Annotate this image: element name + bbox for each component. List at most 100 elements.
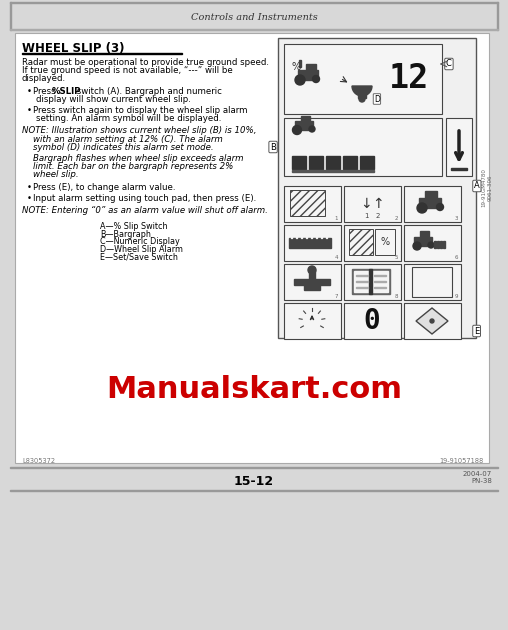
Text: •: • bbox=[27, 183, 32, 192]
Circle shape bbox=[417, 203, 427, 213]
Text: A—% Slip Switch: A—% Slip Switch bbox=[100, 222, 168, 231]
Text: %: % bbox=[292, 62, 301, 72]
Bar bbox=[443, 241, 444, 248]
Circle shape bbox=[293, 125, 302, 134]
Text: •: • bbox=[27, 194, 32, 203]
Bar bbox=[372, 271, 388, 292]
Text: WHEEL SLIP (3): WHEEL SLIP (3) bbox=[22, 42, 124, 55]
Bar bbox=[404, 264, 461, 300]
Bar bbox=[10, 29, 498, 30]
Bar bbox=[284, 44, 442, 114]
Bar bbox=[420, 231, 429, 238]
Text: B—Bargraph: B—Bargraph bbox=[100, 230, 151, 239]
Text: 6: 6 bbox=[455, 255, 458, 260]
Bar bbox=[446, 118, 472, 176]
Bar bbox=[434, 241, 435, 248]
Text: C—Numeric Display: C—Numeric Display bbox=[100, 238, 180, 246]
Bar bbox=[289, 238, 331, 248]
Text: A: A bbox=[474, 181, 480, 190]
Text: Input alarm setting using touch pad, then press (E).: Input alarm setting using touch pad, the… bbox=[33, 194, 256, 203]
Circle shape bbox=[359, 96, 365, 102]
Bar bbox=[290, 190, 325, 216]
Text: Press: Press bbox=[33, 86, 58, 96]
Bar bbox=[316, 235, 317, 238]
Bar bbox=[352, 269, 390, 294]
Text: %SLIP: %SLIP bbox=[52, 86, 81, 96]
Bar bbox=[284, 225, 341, 261]
Text: Bargraph flashes when wheel slip exceeds alarm: Bargraph flashes when wheel slip exceeds… bbox=[33, 154, 243, 163]
Bar bbox=[374, 281, 386, 282]
Bar bbox=[497, 2, 498, 30]
Text: PN-38: PN-38 bbox=[471, 478, 492, 484]
Bar bbox=[10, 467, 498, 468]
Bar bbox=[349, 229, 373, 255]
Text: 19-91057188: 19-91057188 bbox=[440, 458, 484, 464]
Bar bbox=[10, 2, 11, 30]
Text: 19-91GM4780: 19-91GM4780 bbox=[482, 169, 487, 207]
Text: D: D bbox=[374, 94, 380, 103]
Text: 15-12: 15-12 bbox=[234, 475, 274, 488]
Text: NOTE: Entering “0” as an alarm value will shut off alarm.: NOTE: Entering “0” as an alarm value wil… bbox=[22, 206, 268, 215]
Bar bbox=[301, 235, 302, 238]
Bar bbox=[326, 156, 340, 169]
Circle shape bbox=[430, 319, 434, 323]
Bar bbox=[344, 264, 401, 300]
Bar bbox=[356, 281, 368, 282]
Bar bbox=[284, 303, 341, 339]
Bar bbox=[344, 186, 401, 222]
Text: with an alarm setting at 12% (C). The alarm: with an alarm setting at 12% (C). The al… bbox=[33, 135, 223, 144]
Text: Press switch again to display the wheel slip alarm: Press switch again to display the wheel … bbox=[33, 106, 247, 115]
Bar bbox=[419, 198, 441, 208]
Wedge shape bbox=[352, 86, 372, 96]
Bar bbox=[321, 235, 322, 238]
Text: 4: 4 bbox=[334, 255, 338, 260]
Bar bbox=[360, 156, 374, 169]
Bar bbox=[425, 191, 437, 200]
Circle shape bbox=[413, 242, 421, 250]
Bar bbox=[437, 241, 438, 248]
Bar bbox=[311, 233, 312, 238]
Text: wheel slip.: wheel slip. bbox=[33, 170, 79, 180]
Text: ↓: ↓ bbox=[360, 197, 372, 211]
Bar bbox=[414, 237, 432, 246]
Bar bbox=[292, 170, 374, 171]
Text: C: C bbox=[446, 59, 452, 69]
Bar bbox=[299, 60, 301, 67]
Bar bbox=[375, 229, 395, 255]
Text: limit. Each bar on the bargraph represents 2%: limit. Each bar on the bargraph represen… bbox=[33, 162, 233, 171]
Bar bbox=[374, 275, 386, 276]
Circle shape bbox=[428, 242, 434, 248]
Text: 7: 7 bbox=[334, 294, 338, 299]
Text: E: E bbox=[474, 326, 479, 336]
Text: 2004-07: 2004-07 bbox=[463, 471, 492, 477]
Circle shape bbox=[308, 266, 316, 274]
Bar bbox=[356, 275, 368, 276]
Text: 1: 1 bbox=[334, 216, 338, 221]
Text: Manualskart.com: Manualskart.com bbox=[106, 375, 402, 404]
Bar bbox=[309, 156, 323, 169]
Bar bbox=[309, 270, 315, 280]
Bar bbox=[374, 287, 386, 288]
Text: NOTE: Illustration shows current wheel slip (B) is 10%,: NOTE: Illustration shows current wheel s… bbox=[22, 127, 257, 135]
Bar bbox=[304, 285, 320, 290]
Text: 2: 2 bbox=[395, 216, 398, 221]
Bar bbox=[343, 156, 357, 169]
Text: 12: 12 bbox=[389, 62, 429, 96]
Text: 9: 9 bbox=[455, 294, 458, 299]
Circle shape bbox=[312, 76, 320, 83]
Bar bbox=[326, 235, 327, 238]
Text: 3: 3 bbox=[455, 216, 458, 221]
Text: B: B bbox=[270, 142, 276, 151]
Text: Controls and Instruments: Controls and Instruments bbox=[190, 13, 318, 21]
Circle shape bbox=[436, 203, 443, 210]
Text: 9061-306: 9061-306 bbox=[488, 175, 492, 201]
Bar bbox=[306, 235, 307, 238]
Text: 5: 5 bbox=[395, 255, 398, 260]
Bar bbox=[369, 269, 372, 294]
Text: D—Wheel Slip Alarm: D—Wheel Slip Alarm bbox=[100, 244, 183, 254]
Text: %: % bbox=[380, 237, 390, 247]
Bar bbox=[278, 38, 476, 338]
Text: display will show current wheel slip.: display will show current wheel slip. bbox=[36, 94, 191, 104]
Text: 0: 0 bbox=[364, 307, 380, 335]
Bar bbox=[296, 235, 297, 238]
